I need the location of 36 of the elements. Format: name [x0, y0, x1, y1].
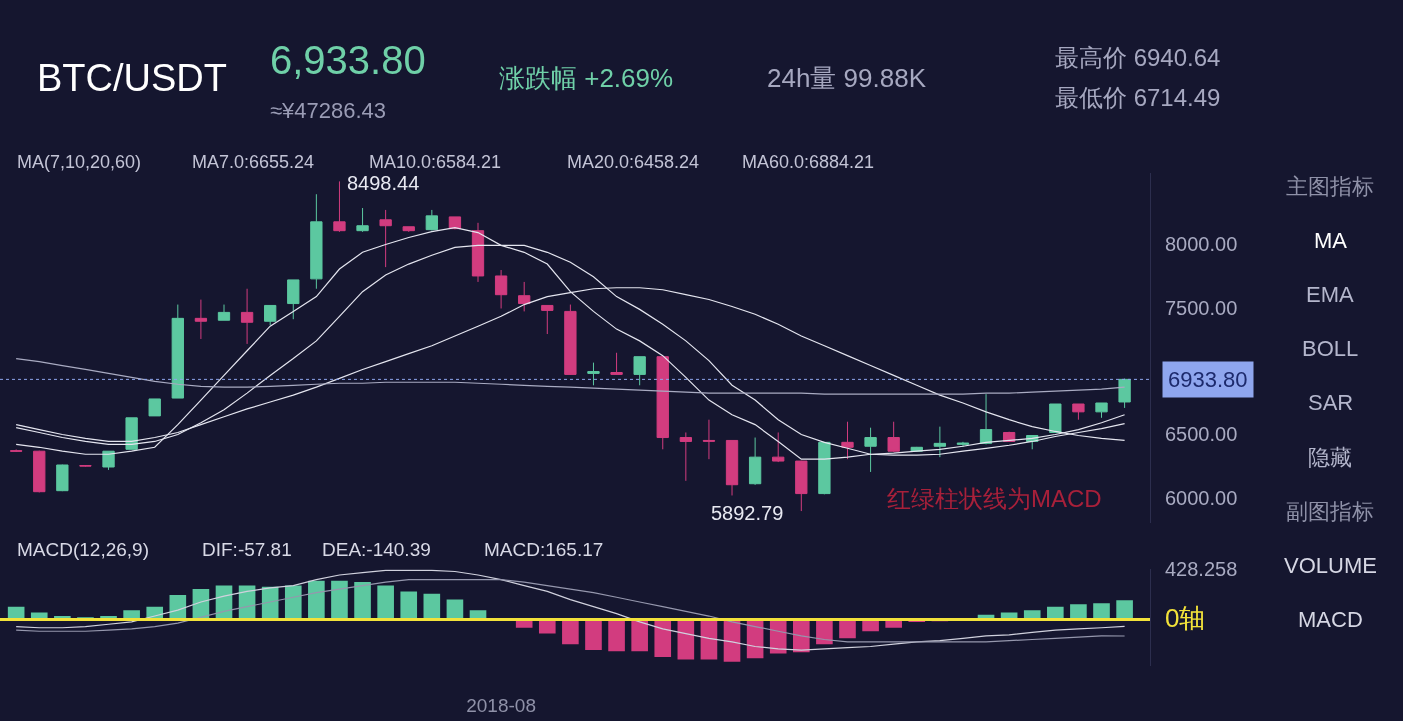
text: 隐藏: [1308, 445, 1352, 470]
annotation: 红绿柱状线为MACD: [887, 485, 1102, 512]
y-tick-label: 8000.00: [1165, 233, 1238, 256]
text: BOLL: [1302, 336, 1359, 361]
text: 6,933.80: [270, 38, 426, 82]
text: MACD(12,26,9): [17, 539, 149, 560]
x-tick-label: 2018-08: [466, 694, 536, 716]
text: 涨跌幅 +2.69%: [499, 63, 674, 93]
ref-line-label: 6933.80: [1168, 367, 1248, 392]
text: MA60.0:6884.21: [742, 152, 875, 172]
text: 24h量 99.88K: [767, 63, 927, 93]
text: ≈¥47286.43: [270, 98, 387, 123]
chart-title: BTC/USDT: [37, 57, 227, 99]
y-tick-label: 0轴: [1165, 602, 1206, 633]
text: 主图指标: [1286, 174, 1374, 199]
text: MACD:165.17: [484, 539, 604, 560]
text: EMA: [1306, 282, 1354, 307]
annotation: 8498.44: [347, 172, 420, 194]
text: MA10.0:6584.21: [369, 152, 502, 172]
text: MA: [1314, 228, 1348, 253]
y-tick-label: 6500.00: [1165, 423, 1238, 446]
text: MACD: [1298, 607, 1363, 632]
text: 最低价 6714.49: [1055, 84, 1221, 111]
text: DIF:-57.81: [202, 539, 292, 560]
text: SAR: [1308, 390, 1354, 415]
y-tick-label: 7500.00: [1165, 296, 1238, 319]
text: DEA:-140.39: [322, 539, 431, 560]
text: 最高价 6940.64: [1055, 44, 1221, 71]
text: MA7.0:6655.24: [192, 152, 315, 172]
text: VOLUME: [1284, 553, 1377, 578]
text: MA20.0:6458.24: [567, 152, 700, 172]
annotation: 5892.79: [711, 502, 784, 524]
y-tick-label: 6000.00: [1165, 486, 1238, 509]
text: MA(7,10,20,60): [17, 152, 142, 172]
text: 副图指标: [1286, 499, 1374, 524]
y-tick-label: 428.258: [1165, 558, 1238, 581]
